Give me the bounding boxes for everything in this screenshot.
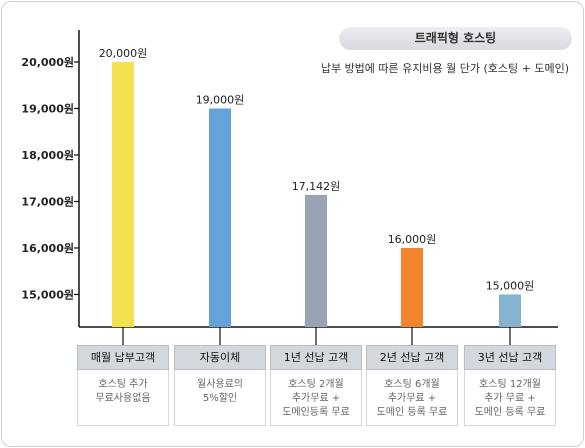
chart-subtitle: 납부 방법에 따른 유지비용 월 단가 (호스팅 + 도메인): [320, 62, 569, 75]
category-label: 매월 납부고객: [77, 345, 169, 370]
category-description: 호스팅 2개월 추가무료 + 도메인등록 무료: [270, 370, 362, 426]
y-tick-label: 17,000원: [21, 194, 74, 208]
category-description: 호스팅 추가 무료사용없음: [77, 370, 169, 426]
category-label: 3년 선납 고객: [464, 345, 556, 370]
category-description: 호스팅 12개월 추가 무료 + 도메인 등록 무료: [464, 370, 556, 426]
y-tick-label: 20,000원: [21, 55, 74, 69]
y-tick-label: 18,000원: [21, 148, 74, 162]
bar-value-label: 17,142원: [292, 180, 341, 193]
bar: [305, 194, 327, 327]
bar-value-label: 19,000원: [196, 93, 245, 106]
bar: [112, 62, 134, 327]
bar: [499, 294, 521, 327]
category-description: 호스팅 6개월 추가무료 + 도메인 등록 무료: [366, 370, 458, 426]
y-tick-label: 15,000원: [21, 287, 74, 301]
y-tick-label: 19,000원: [21, 101, 74, 115]
bar: [209, 108, 231, 327]
category-label: 자동이체: [174, 345, 266, 370]
category-description: 월사용료의 5%할인: [174, 370, 266, 426]
bar-value-label: 16,000원: [388, 233, 437, 246]
chart-bars: [112, 62, 521, 327]
category-label: 1년 선납 고객: [270, 345, 362, 370]
bar-value-label: 15,000원: [486, 279, 535, 292]
chart-axes: 20,000원 19,000원 18,000원 17,000원 16,000원 15,00…: [21, 30, 558, 345]
bar-value-label: 20,000원: [99, 47, 148, 60]
chart-value-labels: 20,000원 19,000원 17,142원 16,000원 15,000원: [99, 47, 535, 292]
category-label: 2년 선납 고객: [366, 345, 458, 370]
bar: [401, 247, 423, 327]
chart-title-badge: 트래픽형 호스팅: [339, 27, 572, 50]
y-tick-label: 16,000원: [21, 241, 74, 255]
